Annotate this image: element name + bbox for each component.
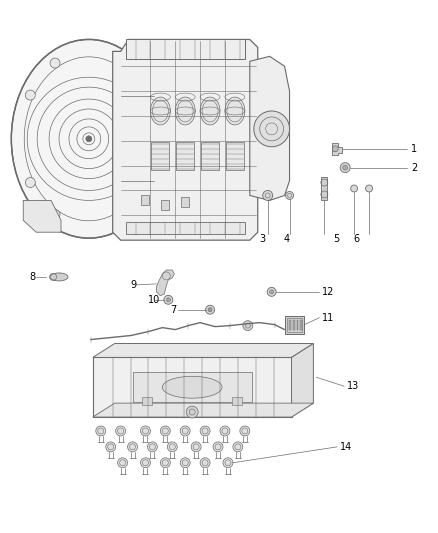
Circle shape xyxy=(50,209,60,220)
Circle shape xyxy=(96,426,106,436)
Circle shape xyxy=(148,442,157,452)
Bar xyxy=(285,316,304,334)
Bar xyxy=(201,142,219,169)
Circle shape xyxy=(332,146,338,152)
Ellipse shape xyxy=(175,97,195,125)
Text: 7: 7 xyxy=(170,305,177,314)
Circle shape xyxy=(142,90,152,100)
Circle shape xyxy=(25,90,35,100)
Circle shape xyxy=(233,442,243,452)
Bar xyxy=(289,320,290,329)
Circle shape xyxy=(200,426,210,436)
Circle shape xyxy=(200,458,210,468)
Text: 10: 10 xyxy=(148,295,161,305)
Ellipse shape xyxy=(162,376,222,398)
Circle shape xyxy=(366,185,373,192)
Polygon shape xyxy=(332,143,342,155)
Circle shape xyxy=(25,177,35,188)
Circle shape xyxy=(270,290,274,294)
Circle shape xyxy=(340,163,350,173)
Circle shape xyxy=(213,442,223,452)
Polygon shape xyxy=(156,270,174,296)
Text: 8: 8 xyxy=(29,272,35,282)
Circle shape xyxy=(141,458,150,468)
Polygon shape xyxy=(93,403,314,417)
Polygon shape xyxy=(23,200,61,232)
Circle shape xyxy=(166,298,170,302)
Circle shape xyxy=(118,458,127,468)
Circle shape xyxy=(267,287,276,296)
Text: 11: 11 xyxy=(322,313,335,322)
Circle shape xyxy=(191,442,201,452)
Circle shape xyxy=(286,191,293,199)
Bar xyxy=(126,222,245,234)
Circle shape xyxy=(254,111,290,147)
Polygon shape xyxy=(250,56,290,200)
Circle shape xyxy=(164,295,173,304)
Circle shape xyxy=(186,406,198,418)
Circle shape xyxy=(118,58,127,68)
Circle shape xyxy=(127,442,138,452)
Bar xyxy=(293,320,294,329)
Circle shape xyxy=(141,426,150,436)
Circle shape xyxy=(240,426,250,436)
Bar xyxy=(232,397,242,405)
Circle shape xyxy=(351,185,357,192)
Circle shape xyxy=(223,458,233,468)
Polygon shape xyxy=(93,343,314,358)
Ellipse shape xyxy=(50,273,68,281)
Text: 12: 12 xyxy=(322,287,335,297)
Ellipse shape xyxy=(200,97,220,125)
Circle shape xyxy=(263,190,273,200)
Ellipse shape xyxy=(11,39,166,238)
Circle shape xyxy=(116,426,126,436)
Polygon shape xyxy=(133,373,252,402)
Text: 2: 2 xyxy=(411,163,417,173)
Text: 14: 14 xyxy=(340,442,353,452)
Bar xyxy=(176,142,194,169)
Text: 5: 5 xyxy=(333,234,339,244)
Text: 4: 4 xyxy=(283,234,290,244)
Bar xyxy=(152,142,170,169)
Text: 13: 13 xyxy=(347,381,360,391)
Bar xyxy=(142,397,152,405)
Circle shape xyxy=(86,136,92,142)
Circle shape xyxy=(343,165,348,170)
Bar xyxy=(126,39,245,59)
Bar xyxy=(93,358,292,417)
Bar xyxy=(226,142,244,169)
Circle shape xyxy=(142,177,152,188)
Circle shape xyxy=(243,321,253,330)
Circle shape xyxy=(180,426,190,436)
Text: 1: 1 xyxy=(411,144,417,154)
Polygon shape xyxy=(113,39,258,240)
Polygon shape xyxy=(292,343,314,417)
Circle shape xyxy=(167,442,177,452)
Circle shape xyxy=(208,308,212,312)
Polygon shape xyxy=(321,176,327,200)
Circle shape xyxy=(160,458,170,468)
Text: 9: 9 xyxy=(131,280,137,290)
Circle shape xyxy=(106,442,116,452)
Circle shape xyxy=(180,458,190,468)
Text: 6: 6 xyxy=(353,234,359,244)
Text: 3: 3 xyxy=(260,234,266,244)
Circle shape xyxy=(205,305,215,314)
Circle shape xyxy=(160,426,170,436)
Circle shape xyxy=(220,426,230,436)
Bar xyxy=(181,197,189,207)
Bar xyxy=(286,318,303,332)
Circle shape xyxy=(118,209,127,220)
Bar xyxy=(300,320,303,329)
Circle shape xyxy=(50,58,60,68)
Ellipse shape xyxy=(225,97,245,125)
Ellipse shape xyxy=(150,97,170,125)
Bar xyxy=(161,200,170,211)
Bar xyxy=(141,196,149,205)
Bar xyxy=(297,320,298,329)
